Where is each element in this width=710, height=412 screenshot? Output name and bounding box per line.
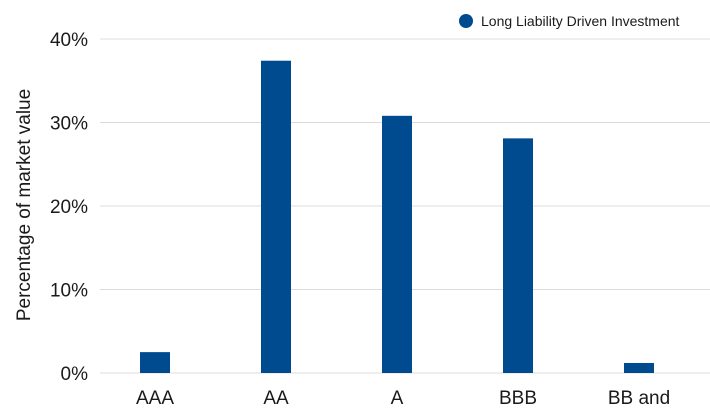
bar-aaa bbox=[140, 352, 170, 373]
bars bbox=[140, 60, 654, 374]
x-category-label: AAA bbox=[136, 388, 174, 409]
bar-bb-and bbox=[624, 362, 654, 373]
x-category-label: AA bbox=[263, 388, 289, 409]
y-tick-label: 10% bbox=[50, 281, 88, 302]
x-axis-categories: AAA AA A BBB BB and bbox=[136, 388, 670, 409]
x-category-label: BB and bbox=[608, 388, 670, 409]
legend-marker bbox=[459, 14, 473, 28]
y-tick-label: 0% bbox=[61, 364, 89, 385]
bar-aa bbox=[261, 60, 291, 374]
x-category-label: BBB bbox=[499, 388, 537, 409]
y-tick-label: 30% bbox=[50, 114, 88, 135]
y-tick-label: 20% bbox=[50, 197, 88, 218]
y-axis-title: Percentage of market value bbox=[14, 89, 35, 321]
legend: Long Liability Driven Investment bbox=[459, 13, 680, 29]
y-tick-label: 40% bbox=[50, 30, 88, 51]
x-category-label: A bbox=[391, 388, 404, 409]
y-axis-ticks: 0% 10% 20% 30% 40% bbox=[50, 30, 88, 385]
bar-a bbox=[382, 115, 412, 373]
bar-bbb bbox=[503, 138, 533, 373]
legend-label: Long Liability Driven Investment bbox=[481, 13, 680, 29]
